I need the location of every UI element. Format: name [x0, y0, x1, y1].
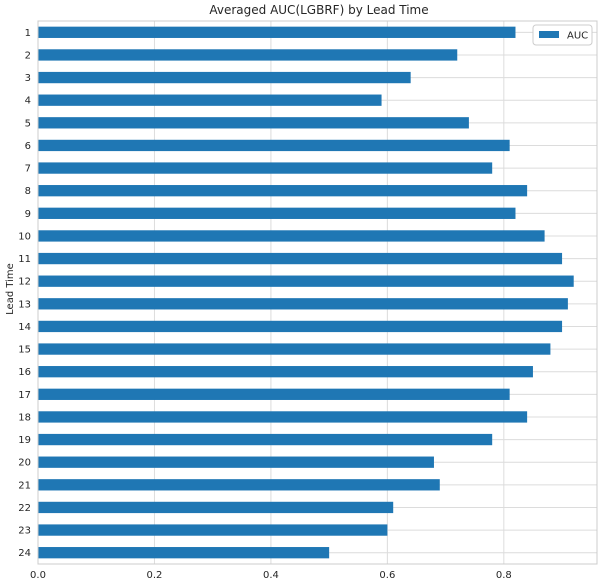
legend-label-auc: AUC — [567, 31, 588, 42]
y-tick-label: 21 — [18, 480, 31, 491]
y-tick-label: 7 — [25, 164, 31, 175]
y-tick-label: 1 — [25, 28, 31, 39]
bar-lead-time-18 — [38, 411, 528, 423]
x-tick-label: 0.4 — [263, 570, 279, 581]
legend-swatch — [539, 31, 559, 38]
bar-lead-time-20 — [38, 456, 434, 468]
y-tick-label: 11 — [18, 254, 31, 265]
y-tick-label: 13 — [18, 299, 31, 310]
y-tick-label: 6 — [25, 141, 31, 152]
y-tick-label: 10 — [18, 231, 31, 242]
bar-lead-time-16 — [38, 366, 533, 378]
y-tick-label: 14 — [18, 322, 31, 333]
bar-lead-time-4 — [38, 94, 382, 106]
y-tick-label: 20 — [18, 458, 31, 469]
bar-lead-time-2 — [38, 49, 458, 61]
y-tick-label: 16 — [18, 367, 31, 378]
bar-lead-time-6 — [38, 139, 510, 152]
bar-lead-time-11 — [38, 252, 563, 265]
bar-lead-time-3 — [38, 71, 411, 84]
bars-layer — [38, 26, 574, 559]
bar-lead-time-15 — [38, 343, 551, 355]
bar-lead-time-12 — [38, 275, 574, 287]
bar-lead-time-14 — [38, 320, 563, 333]
chart-title: Averaged AUC(LGBRF) by Lead Time — [209, 3, 428, 17]
y-axis-label: Lead Time — [5, 263, 16, 315]
y-tick-label: 24 — [18, 548, 31, 559]
bar-lead-time-5 — [38, 117, 469, 129]
y-tick-label: 12 — [18, 277, 31, 288]
x-tick-label: 0.6 — [379, 570, 395, 581]
bar-lead-time-9 — [38, 207, 516, 219]
bar-lead-time-13 — [38, 298, 568, 310]
bar-lead-time-7 — [38, 162, 493, 174]
bar-lead-time-23 — [38, 524, 388, 536]
y-tick-label: 23 — [18, 526, 31, 537]
y-tick-label: 17 — [18, 390, 31, 401]
y-tick-label: 9 — [25, 209, 31, 220]
bar-lead-time-1 — [38, 26, 516, 38]
bar-lead-time-17 — [38, 388, 510, 400]
y-tick-label: 2 — [25, 50, 31, 61]
y-tick-label: 5 — [25, 118, 31, 129]
y-tick-label: 4 — [25, 96, 31, 107]
bar-lead-time-21 — [38, 479, 440, 491]
y-tick-label: 19 — [18, 435, 31, 446]
y-tick-label: 15 — [18, 345, 31, 356]
x-tick-label: 0.0 — [30, 570, 46, 581]
y-tick-label: 8 — [25, 186, 31, 197]
x-tick-label: 0.8 — [496, 570, 512, 581]
bar-lead-time-8 — [38, 185, 528, 197]
x-tick-labels: 0.0 0.2 0.4 0.6 0.8 — [30, 570, 512, 581]
plot-frame — [37, 20, 598, 565]
y-tick-label: 18 — [18, 412, 31, 423]
x-tick-label: 0.2 — [147, 570, 163, 581]
bar-lead-time-24 — [38, 547, 330, 559]
bar-lead-time-10 — [38, 230, 545, 242]
y-tick-label: 22 — [18, 503, 31, 514]
legend: AUC — [532, 24, 593, 46]
legend-box — [532, 24, 593, 46]
y-tick-label: 3 — [25, 73, 31, 84]
bar-lead-time-19 — [38, 433, 493, 446]
bar-lead-time-22 — [38, 501, 394, 514]
